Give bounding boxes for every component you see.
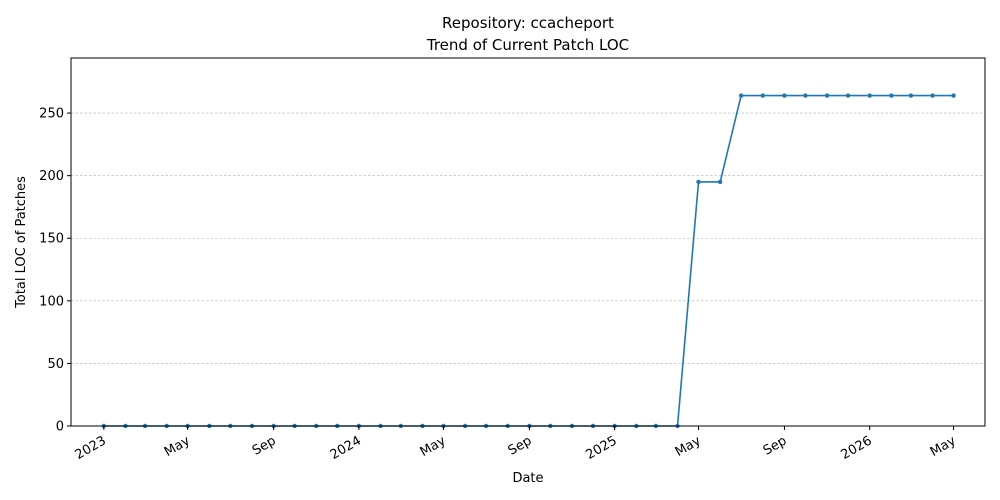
data-point	[889, 93, 894, 98]
x-tick-label: Sep	[250, 433, 279, 458]
data-point	[951, 93, 956, 98]
y-tick-label: 50	[47, 357, 64, 372]
data-point	[717, 179, 723, 185]
data-point	[760, 93, 765, 98]
x-tick-label: May	[162, 433, 193, 460]
data-point	[738, 93, 744, 98]
y-tick-label: 100	[39, 294, 64, 309]
x-axis: 2023 May Sep 2024 May Sep 2025 May Sep 2026 May	[73, 426, 959, 463]
chart-title: Repository: ccacheport	[442, 14, 614, 32]
y-tick-label: 0	[56, 420, 64, 435]
x-tick-label: May	[928, 433, 959, 460]
y-tick-label: 150	[39, 232, 64, 247]
data-point	[867, 93, 872, 98]
series-layer	[101, 93, 956, 429]
x-tick-label: Sep	[506, 433, 535, 458]
data-point	[824, 93, 830, 98]
y-tick-label: 250	[39, 107, 64, 122]
x-tick-label: May	[418, 433, 449, 460]
data-point	[930, 93, 935, 98]
chart-subtitle: Trend of Current Patch LOC	[426, 36, 629, 54]
x-tick-label: May	[673, 433, 704, 460]
y-tick-label: 200	[39, 169, 64, 184]
x-tick-label: Sep	[761, 433, 790, 458]
x-axis-label: Date	[512, 471, 543, 486]
plot-frame	[70, 57, 986, 427]
x-tick-label: 2025	[583, 433, 619, 463]
series-line	[103, 94, 954, 427]
data-point	[845, 93, 851, 98]
data-point	[803, 93, 808, 98]
data-point	[696, 179, 701, 185]
data-point	[908, 93, 914, 98]
x-tick-label: 2026	[839, 433, 875, 463]
grid-lines	[71, 112, 985, 364]
data-point	[782, 93, 787, 98]
y-axis-label: Total LOC of Patches	[14, 176, 29, 309]
x-tick-label: 2024	[328, 433, 364, 463]
y-axis: 0 50 100 150 200 250	[39, 107, 71, 435]
x-tick-label: 2023	[73, 433, 109, 463]
